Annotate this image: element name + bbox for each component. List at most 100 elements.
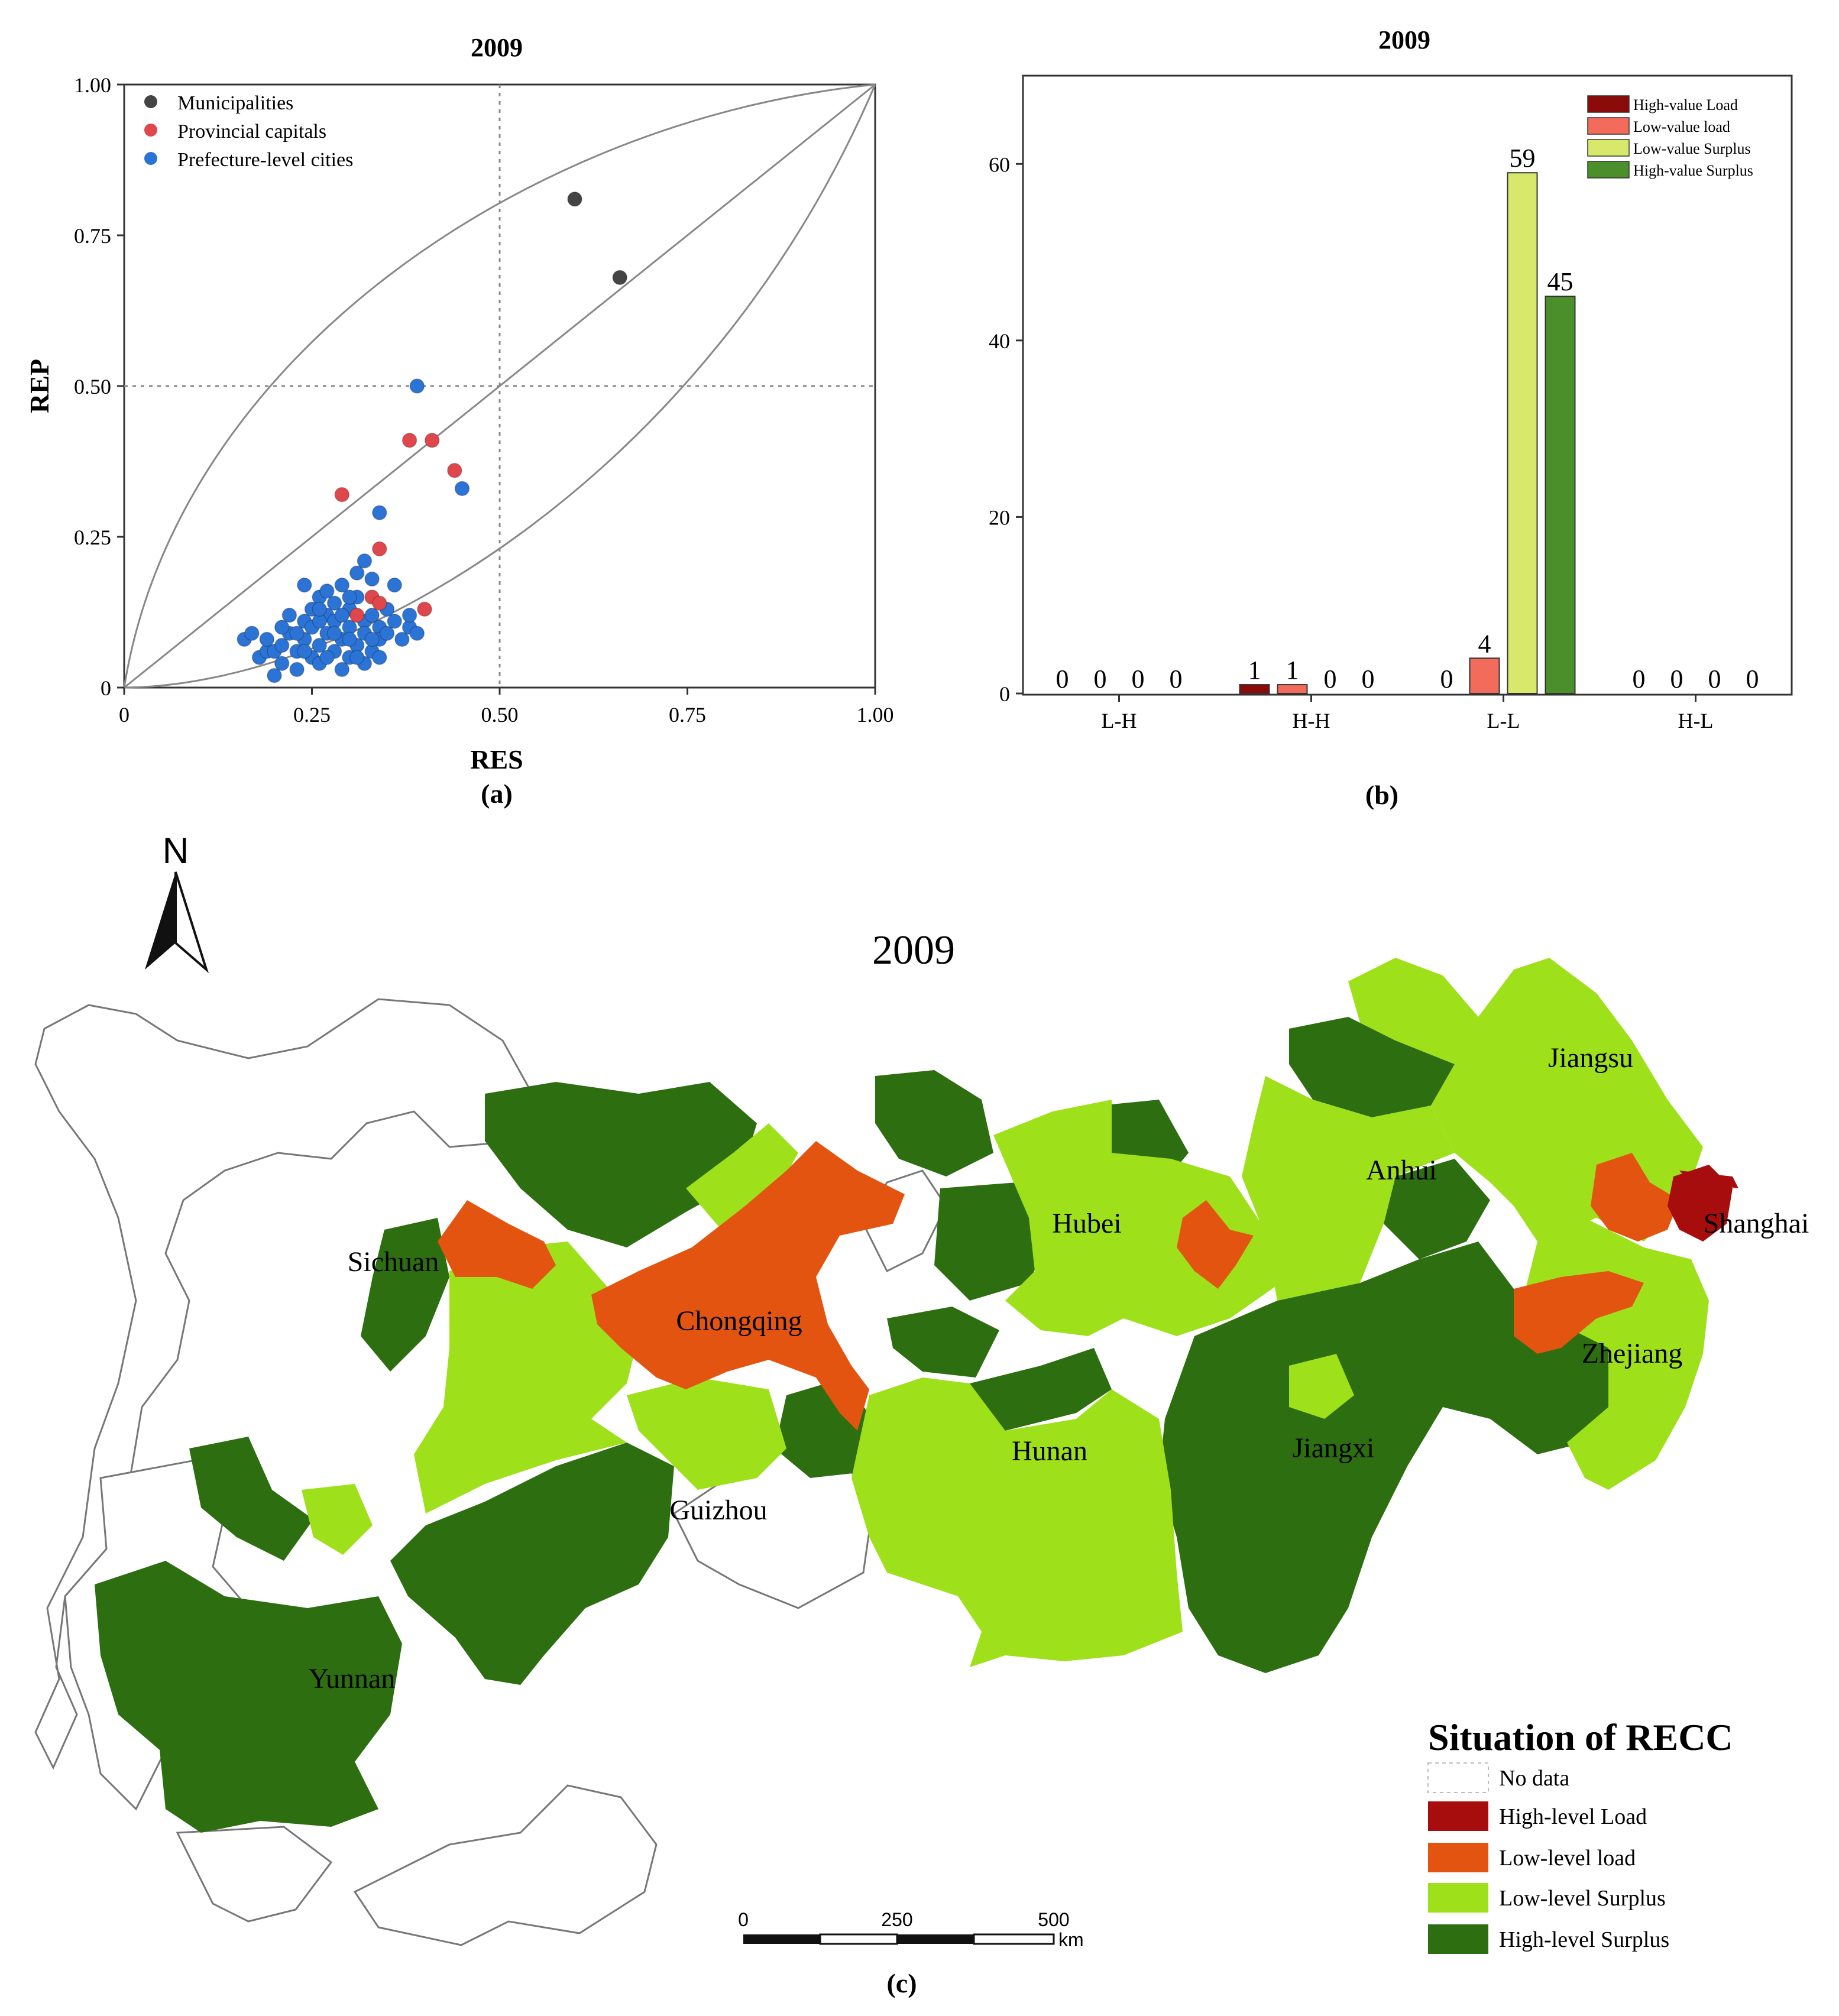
prefecture-city-point	[267, 667, 282, 683]
region-hunan-low-surplus	[851, 1378, 1183, 1667]
panel-a-scatter: 2009 0 0.25 0.50 0.75 1.00 0 0.25 0.50 0.75 1.00…	[24, 33, 894, 809]
bar-value-label: 45	[1547, 267, 1573, 296]
prefecture-city-point	[334, 607, 350, 623]
region-hubei-west-high-surplus	[934, 1182, 1053, 1301]
scale-label-250: 250	[881, 1909, 912, 1930]
municipality-point	[612, 270, 627, 286]
panel-a-x-tick-label: 0.50	[481, 703, 519, 727]
legend-high-value-surplus-swatch	[1587, 161, 1630, 179]
prefecture-city-point	[349, 650, 365, 665]
panel-b-y-tick-label: 20	[989, 505, 1010, 529]
bar-low-value-load	[1469, 657, 1500, 695]
map-legend-high-load-label: High-level Load	[1499, 1804, 1647, 1829]
region-chongqing-low-load	[591, 1141, 905, 1431]
bar-value-label: 1	[1248, 656, 1261, 685]
north-label: N	[163, 831, 189, 871]
scale-bar-segment-3	[897, 1934, 974, 1944]
bar-high-value-surplus	[1545, 296, 1576, 694]
provincial-capital-point	[447, 463, 462, 478]
province-label-sichuan: Sichuan	[348, 1246, 439, 1278]
prefecture-city-point	[319, 650, 335, 665]
region-guizhou-west-high-surplus	[390, 1443, 674, 1685]
panel-b-plot-frame	[1022, 74, 1793, 696]
prefecture-city-point	[409, 625, 425, 641]
panel-b-x-ticks: L-H H-H L-L H-L	[1102, 695, 1713, 732]
bar-value-label: 0	[1708, 665, 1721, 693]
panel-b-legend: High-value Load Low-value load Low-value…	[1587, 95, 1753, 179]
province-label-jiangxi: Jiangxi	[1293, 1432, 1375, 1464]
legend-low-value-surplus-swatch	[1587, 139, 1630, 157]
prefecture-city-point	[312, 601, 327, 617]
prefecture-city-point	[319, 584, 335, 599]
prefecture-city-point	[289, 625, 305, 641]
prefecture-city-point	[357, 553, 373, 569]
prefecture-city-point	[364, 631, 380, 647]
legend-prefecture-cities-label: Prefecture-level cities	[177, 149, 353, 171]
prefecture-city-point	[409, 378, 425, 394]
legend-low-value-surplus-label: Low-value Surplus	[1633, 140, 1751, 157]
legend-high-value-surplus-label: High-value Surplus	[1633, 162, 1753, 179]
bar-value-label: 0	[1440, 665, 1453, 693]
bar-value-label: 0	[1670, 665, 1683, 693]
region-hubei-low-load	[1177, 1200, 1254, 1289]
bar-value-label: 0	[1746, 665, 1759, 693]
prefecture-city-point	[289, 662, 305, 678]
bar-value-label: 0	[1094, 665, 1107, 693]
map-legend-low-surplus-label: Low-level Surplus	[1499, 1886, 1666, 1911]
bar-value-label: 0	[1056, 665, 1069, 693]
provincial-capital-point	[372, 595, 387, 611]
prefecture-city-point	[372, 650, 387, 665]
prefecture-city-point	[342, 589, 357, 605]
panel-b-x-tick-label: L-H	[1102, 709, 1137, 732]
prefecture-city-point	[281, 607, 297, 623]
prefecture-city-point	[379, 625, 395, 641]
panel-a-y-tick-label: 1.00	[74, 73, 111, 97]
provincial-capital-point	[334, 487, 350, 503]
panel-b-y-tick-label: 60	[989, 153, 1010, 176]
province-label-jiangsu: Jiangsu	[1548, 1042, 1633, 1074]
prefecture-city-point	[334, 577, 350, 593]
region-sichuan-north-high-surplus	[485, 1082, 757, 1247]
panel-b-y-ticks: 0 20 40 60	[989, 153, 1023, 706]
province-label-hunan: Hunan	[1012, 1435, 1087, 1467]
bar-low-value-surplus	[1507, 172, 1538, 694]
panel-a-x-tick-label: 1.00	[857, 703, 894, 727]
region-shanghai-island-high-load	[1679, 1171, 1738, 1188]
map-legend-title: Situation of RECC	[1428, 1716, 1733, 1758]
region-zhejiang-low-load	[1514, 1271, 1644, 1354]
legend-low-value-load-swatch	[1587, 117, 1630, 135]
prefecture-city-point	[387, 614, 402, 629]
provincial-capital-point	[417, 601, 432, 617]
legend-prefecture-cities-marker	[144, 152, 157, 165]
region-hunan-west-high-surplus	[887, 1307, 999, 1378]
region-yunnan-low-surplus	[302, 1484, 373, 1555]
province-label-zhejiang: Zhejiang	[1582, 1338, 1683, 1369]
province-label-chongqing: Chongqing	[676, 1305, 802, 1337]
panel-a-caption: (a)	[481, 779, 513, 809]
region-sichuan-no-data	[34, 998, 533, 1770]
prefecture-city-point	[297, 577, 312, 593]
north-arrow-icon-outline	[174, 871, 209, 974]
prefecture-city-point	[326, 595, 342, 611]
legend-high-value-load-swatch	[1587, 95, 1630, 113]
panel-a-title: 2009	[471, 33, 523, 62]
panel-a-y-tick-label: 0.50	[74, 375, 111, 398]
panel-c-caption: (c)	[886, 1968, 917, 1998]
panel-a-x-tick-label: 0.75	[669, 703, 706, 727]
scale-bar-segment-4	[973, 1933, 1055, 1945]
legend-low-value-load-label: Low-value load	[1633, 118, 1730, 135]
north-arrow-icon	[145, 872, 176, 970]
province-labels: Jiangsu Anhui Shanghai Hubei Sichuan Chongqin…	[309, 1042, 1809, 1694]
bar-high-value-load	[1239, 684, 1270, 694]
prefecture-city-point	[402, 607, 417, 623]
region-guizhou-north-low-surplus	[627, 1378, 786, 1490]
map-legend-low-surplus-swatch	[1428, 1883, 1488, 1913]
bar-value-label: 0	[1132, 665, 1145, 693]
provincial-capital-point	[424, 433, 440, 448]
scale-bar: 0 250 500 km	[738, 1909, 1084, 1950]
prefecture-city-point	[334, 662, 350, 678]
prefecture-city-point	[326, 625, 342, 641]
region-sichuan-low-load	[438, 1200, 556, 1289]
